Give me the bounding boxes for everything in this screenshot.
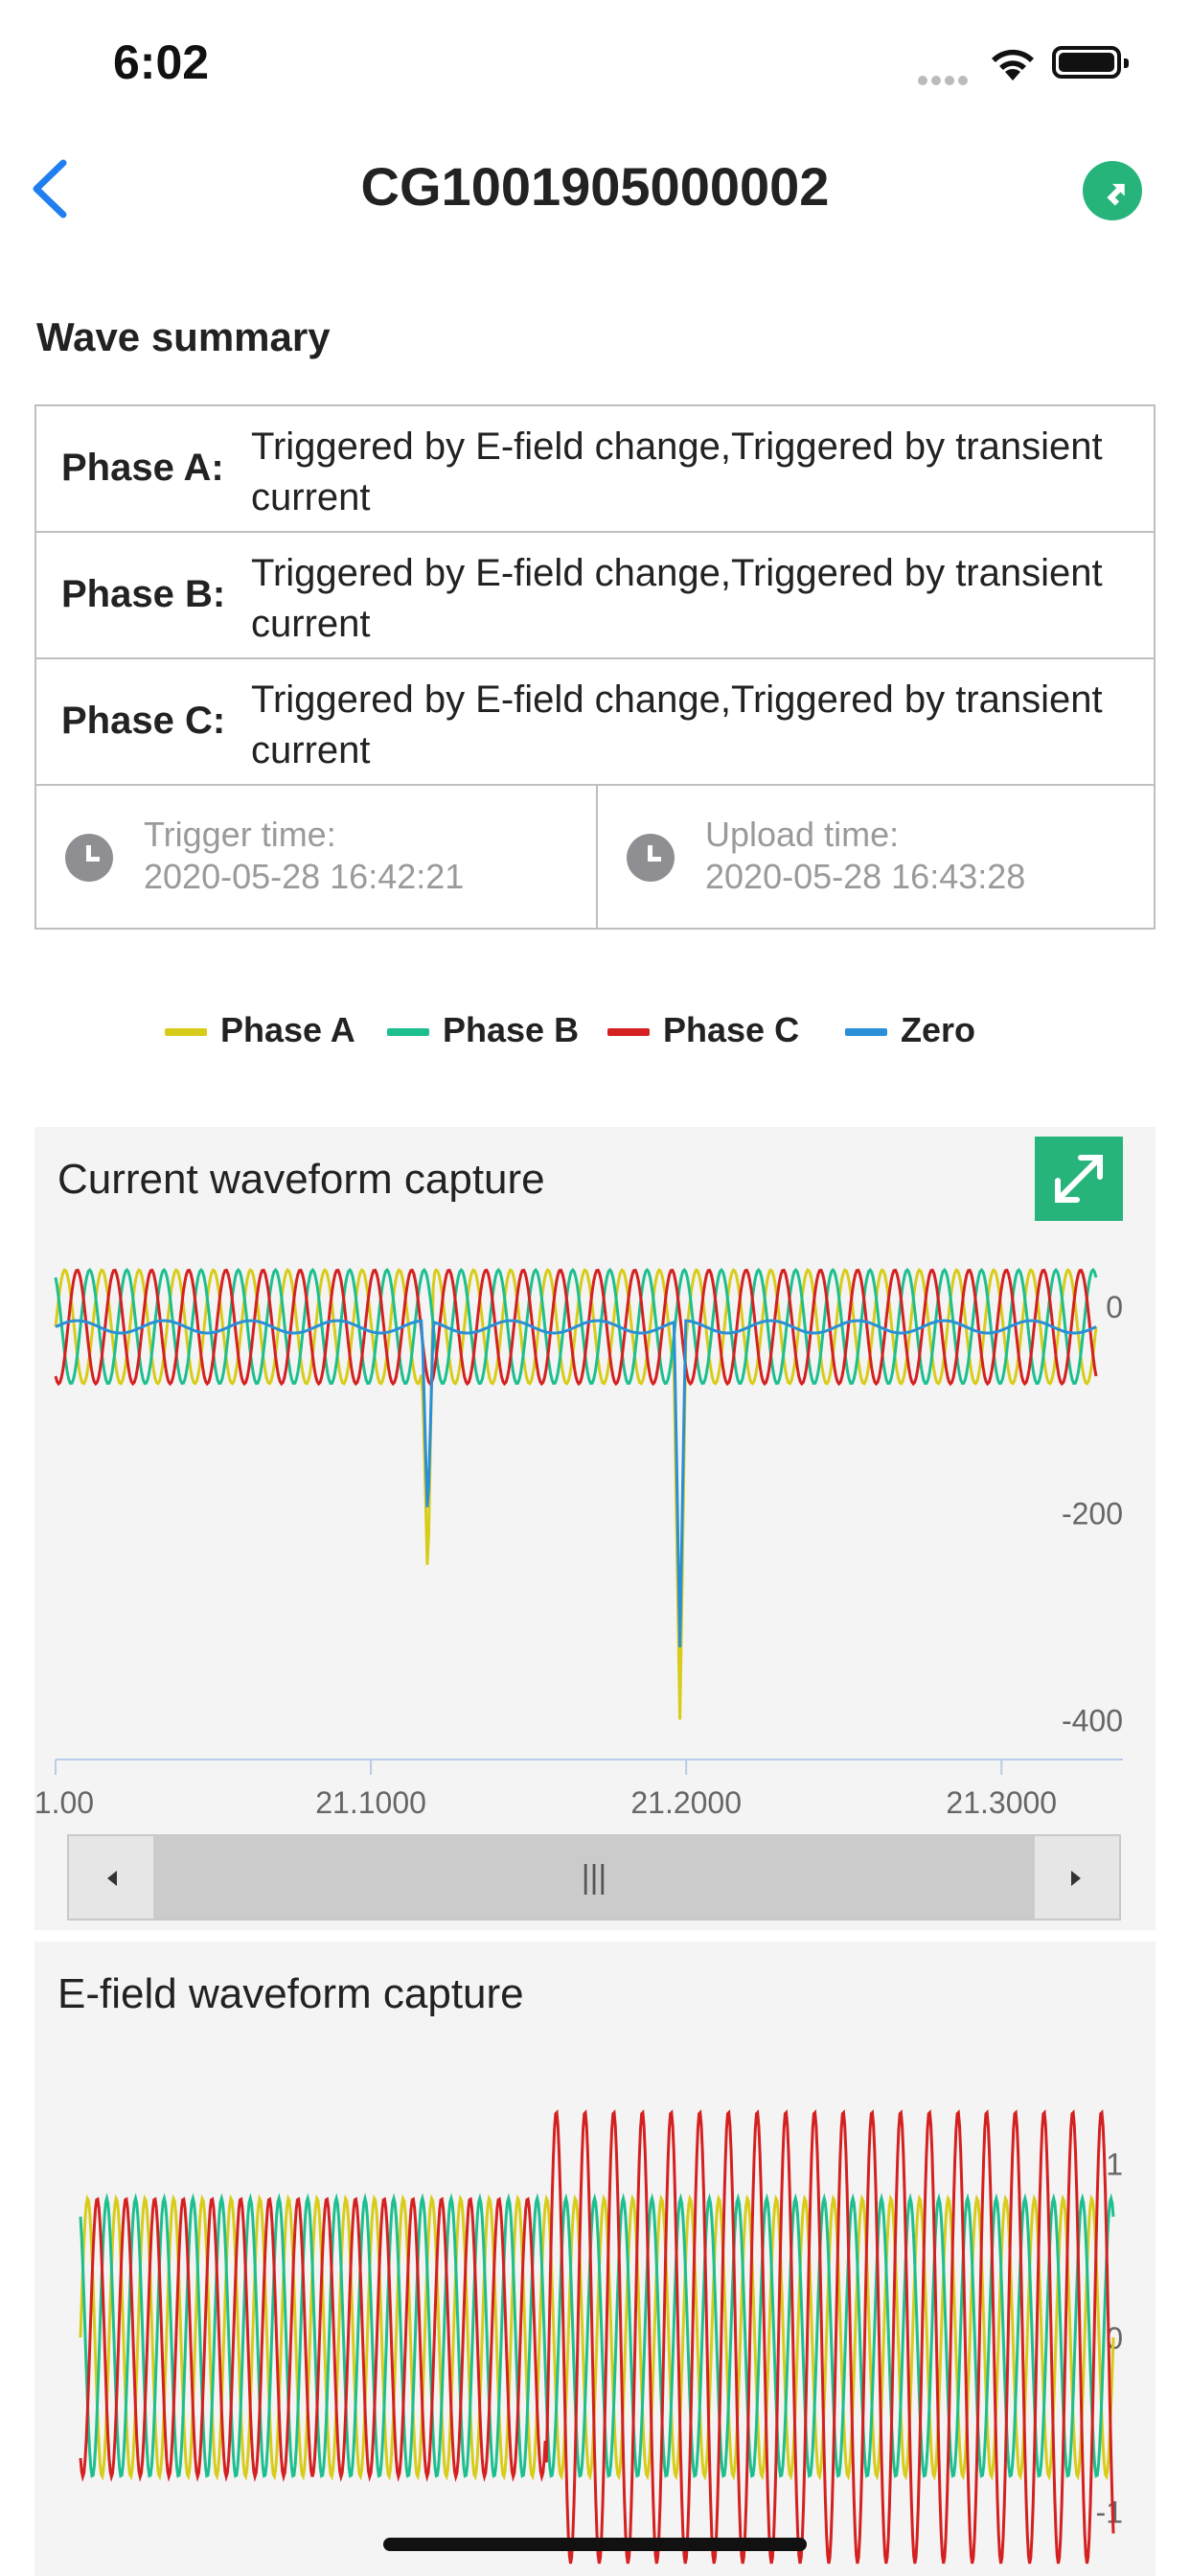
chart-title: E-field waveform capture: [57, 1970, 524, 2017]
y-tick-label: -400: [1062, 1703, 1123, 1737]
legend-swatch: [845, 1028, 887, 1037]
x-tick-label: 21.1000: [315, 1785, 426, 1820]
status-time: 6:02: [113, 35, 210, 89]
upload-time-value: 2020-05-28 16:43:28: [705, 857, 1026, 896]
share-arrow-icon: [1107, 183, 1125, 206]
summary-row-phase-c: Phase C: Triggered by E-field change,Tri…: [36, 659, 1154, 786]
series-line-zero: [55, 1319, 1097, 1647]
x-tick-label: 21.00: [34, 1785, 94, 1820]
row-value: Triggered by E-field change,Triggered by…: [251, 552, 1103, 645]
grip-lines-icon: |||: [581, 1859, 607, 1896]
section-title: Wave summary: [36, 314, 331, 359]
upload-time-label: Upload time:: [705, 815, 900, 854]
legend-label: Phase C: [663, 1010, 800, 1049]
clock-icon: [627, 834, 675, 882]
row-value: Triggered by E-field change,Triggered by…: [251, 426, 1103, 518]
wifi-icon: [992, 49, 1034, 80]
chevron-left-icon[interactable]: [27, 155, 75, 222]
zoom-slider[interactable]: |||: [67, 1834, 1121, 1920]
slider-range[interactable]: |||: [153, 1836, 1035, 1919]
legend-swatch: [607, 1028, 650, 1037]
share-button[interactable]: [1083, 161, 1142, 220]
clock-icon: [65, 834, 113, 882]
summary-row-phase-b: Phase B: Triggered by E-field change,Tri…: [36, 533, 1154, 659]
upload-time-cell: Upload time: 2020-05-28 16:43:28: [596, 786, 1157, 930]
y-tick-label: -200: [1062, 1497, 1123, 1531]
slider-left-handle[interactable]: [69, 1836, 153, 1919]
y-tick-label: -1: [1096, 2496, 1123, 2530]
current-waveform-chart[interactable]: 21.00 21.1000 21.2000 21.3000 0 -200 -400: [34, 1127, 1156, 1827]
page-title: CG1001905000002: [360, 156, 830, 217]
row-label: Phase A:: [61, 447, 224, 489]
efield-waveform-chart[interactable]: 10-1: [34, 1942, 1156, 2576]
row-value: Triggered by E-field change,Triggered by…: [251, 678, 1103, 771]
legend-swatch: [165, 1028, 207, 1037]
x-tick-label: 21.3000: [946, 1785, 1057, 1820]
signal-dots-icon: [918, 73, 973, 85]
legend-label: Phase A: [220, 1010, 355, 1049]
expand-icon: [1055, 1155, 1103, 1203]
slider-right-handle[interactable]: [1035, 1836, 1119, 1919]
home-indicator: [383, 2538, 807, 2551]
caret-left-icon: [107, 1871, 117, 1886]
series-line-phase-c: [79, 2109, 1115, 2564]
battery-icon: [1052, 46, 1129, 79]
time-row: Trigger time: 2020-05-28 16:42:21 Upload…: [36, 786, 1154, 930]
caret-right-icon: [1071, 1871, 1081, 1886]
efield-chart-panel: E-field waveform capture 1 0 -1: [34, 1942, 1156, 2576]
trigger-time-cell: Trigger time: 2020-05-28 16:42:21: [36, 786, 596, 930]
y-tick-label: 1: [1106, 2148, 1123, 2182]
legend-label: Phase B: [443, 1010, 580, 1049]
chart-title: Current waveform capture: [57, 1156, 545, 1203]
expand-button[interactable]: [1035, 1137, 1123, 1221]
trigger-time-label: Trigger time:: [144, 815, 336, 854]
row-label: Phase C:: [61, 700, 226, 742]
current-chart-panel: Current waveform capture 21.0021.100021.…: [34, 1127, 1156, 1930]
legend-item-phase-c[interactable]: Phase C: [607, 1010, 799, 1050]
x-tick-label: 21.2000: [630, 1785, 742, 1820]
series-line-phase-a: [79, 2194, 1115, 2481]
summary-row-phase-a: Phase A: Triggered by E-field change,Tri…: [36, 406, 1154, 533]
legend-swatch: [387, 1028, 429, 1037]
legend-item-zero[interactable]: Zero: [845, 1010, 975, 1050]
wave-summary-table: Phase A: Triggered by E-field change,Tri…: [34, 404, 1156, 930]
series-line-phase-b: [79, 2193, 1115, 2478]
legend-item-phase-a[interactable]: Phase A: [165, 1010, 355, 1050]
row-label: Phase B:: [61, 573, 226, 615]
trigger-time-value: 2020-05-28 16:42:21: [144, 857, 465, 896]
legend-label: Zero: [901, 1010, 976, 1049]
legend-item-phase-b[interactable]: Phase B: [387, 1010, 579, 1050]
y-tick-label: 0: [1106, 1290, 1123, 1324]
chart-legend: Phase A Phase B Phase C Zero: [0, 1010, 1190, 1058]
